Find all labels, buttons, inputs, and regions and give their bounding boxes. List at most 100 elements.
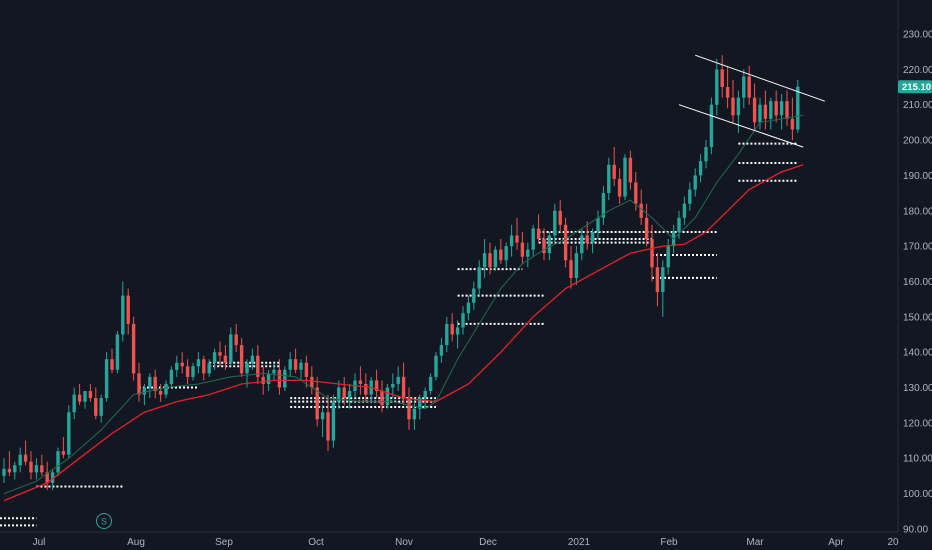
candle <box>191 362 195 381</box>
price-tick-label: 130.00 <box>903 383 932 394</box>
candle <box>326 394 330 452</box>
candle <box>520 231 525 264</box>
candle-body <box>202 359 206 374</box>
candle <box>612 147 616 187</box>
candle-body <box>461 313 465 328</box>
candle-body <box>601 193 606 218</box>
candle <box>563 217 568 268</box>
candle-body <box>164 383 168 395</box>
candle-body <box>347 391 352 399</box>
price-tick-label: 140.00 <box>903 348 932 359</box>
candle-body <box>337 387 341 402</box>
candle <box>639 189 643 225</box>
candle-body <box>288 359 292 370</box>
candle <box>428 373 433 395</box>
candle <box>779 94 784 130</box>
candle-body <box>110 359 114 370</box>
candle <box>655 253 660 307</box>
candle <box>531 224 535 257</box>
candle-body <box>688 189 692 204</box>
candle-body <box>612 164 616 179</box>
candle-body <box>531 228 535 250</box>
candle <box>607 157 611 201</box>
candle <box>407 387 411 430</box>
candle-body <box>752 97 757 123</box>
candle <box>617 168 622 204</box>
candle-body <box>239 345 244 374</box>
candle-body <box>563 224 568 261</box>
candle <box>644 203 649 247</box>
last-price-label: 215.10 <box>902 82 931 93</box>
candle-body <box>520 242 525 257</box>
candle-body <box>472 288 476 303</box>
candle <box>131 316 136 381</box>
candle <box>169 366 174 388</box>
candle-body <box>115 334 120 370</box>
candle <box>580 228 584 261</box>
candle <box>526 242 530 268</box>
candle <box>418 394 422 420</box>
candle <box>731 79 735 123</box>
candle <box>212 348 217 370</box>
candle-body <box>40 465 44 473</box>
candle <box>704 140 708 169</box>
candle-body <box>72 394 76 413</box>
candle-body <box>742 76 746 98</box>
candle <box>261 366 265 395</box>
candle <box>164 380 168 399</box>
price-axis[interactable]: 230.00 220.00 210.00 200.00 190.00 180.00 170.… <box>897 0 932 535</box>
candle-body <box>455 327 460 335</box>
candle-body <box>304 362 309 377</box>
ema-fast-line <box>3 114 804 495</box>
candle <box>121 281 125 342</box>
candle-body <box>623 157 627 197</box>
candle <box>153 369 157 399</box>
candle <box>774 90 778 123</box>
candle <box>385 383 390 409</box>
candle-body <box>277 369 282 388</box>
time-tick-label: Apr <box>828 537 844 548</box>
candle-body <box>628 157 633 183</box>
candle-body <box>763 104 768 119</box>
candle <box>104 352 109 402</box>
candle-body <box>104 359 109 399</box>
candle <box>758 97 762 130</box>
candle <box>126 288 130 335</box>
candle-body <box>596 217 600 232</box>
candle-body <box>83 391 87 402</box>
candle-body <box>94 398 98 416</box>
event-marker[interactable]: S <box>96 513 112 529</box>
candle-body <box>785 101 789 119</box>
candle <box>218 341 222 367</box>
candle-body <box>590 231 595 243</box>
candle-body <box>477 267 481 289</box>
candle-body <box>131 323 136 374</box>
candle <box>185 359 190 384</box>
event-marker-circle[interactable] <box>96 513 112 529</box>
candle <box>396 366 400 392</box>
candle <box>553 203 557 243</box>
candle-body <box>126 295 130 324</box>
candle-body <box>731 97 735 116</box>
candle-body <box>515 235 519 243</box>
candle <box>461 306 465 335</box>
candle <box>67 405 71 459</box>
time-tick-label: Oct <box>308 537 324 548</box>
candle <box>785 90 789 126</box>
candle <box>715 58 719 116</box>
candle-body <box>445 323 449 346</box>
candle <box>56 447 60 476</box>
candle-body <box>423 391 427 399</box>
candle-body <box>229 334 233 363</box>
candle-body <box>342 387 346 399</box>
candle <box>380 380 384 413</box>
candle-body <box>320 412 325 420</box>
candle <box>299 359 303 381</box>
candle <box>2 458 6 483</box>
candle-body <box>121 295 125 335</box>
time-axis[interactable]: Jul Aug Sep Oct Nov Dec 2021 Feb Mar Apr 20 <box>0 531 899 548</box>
candle <box>590 228 595 254</box>
channel-lines <box>678 54 825 148</box>
